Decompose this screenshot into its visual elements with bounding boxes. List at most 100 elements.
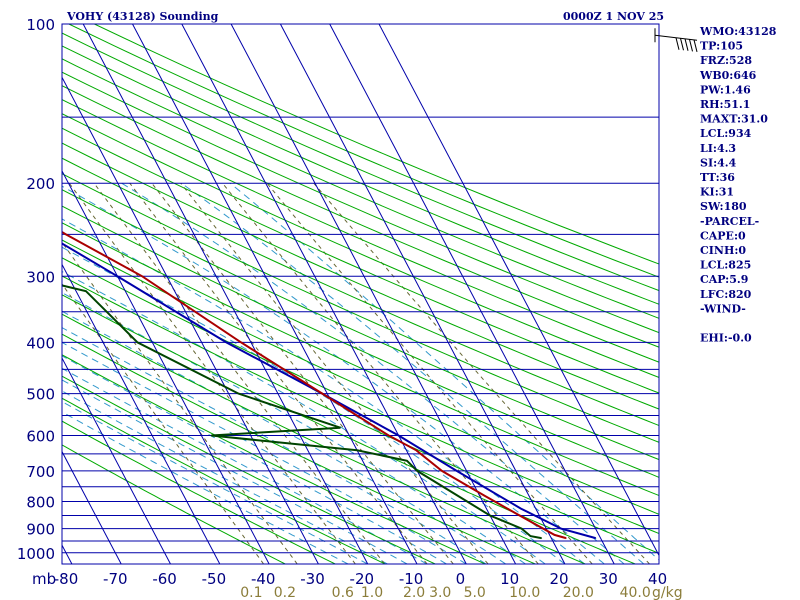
isotherm-line — [132, 24, 418, 564]
wind-barb-flag — [684, 38, 689, 51]
mixing-ratio-line — [93, 182, 386, 564]
mixing-ratio-tick-label: 2.0 — [403, 585, 425, 600]
dry-adiabat-line — [62, 420, 336, 564]
dewpoint-point — [237, 393, 240, 395]
moist-adiabat-line — [62, 390, 388, 564]
dry-adiabat-line — [62, 397, 386, 564]
moist-adiabat-line — [62, 379, 408, 564]
mixing-ratio-tick-label: 40.0 — [620, 585, 651, 600]
isotherm-line — [62, 450, 122, 564]
mixing-ratio-tick-label: 3.0 — [429, 585, 451, 600]
isotherm-line — [378, 24, 659, 557]
mixing-ratio-line — [62, 241, 298, 564]
parcel-point — [595, 537, 597, 539]
index-item: LI:4.3 — [700, 142, 736, 155]
temperature-tick-label: -30 — [300, 570, 325, 588]
mixing-ratio-tick-label: 20.0 — [563, 585, 594, 600]
moist-adiabat-line — [62, 367, 428, 564]
moist-adiabat-line — [62, 292, 526, 564]
temperature-point — [519, 514, 521, 517]
sounding-time: 0000Z 1 NOV 25 — [563, 10, 664, 23]
index-item: WB0:646 — [699, 69, 757, 82]
parcel-point — [116, 275, 119, 277]
temperature-point — [415, 449, 417, 451]
isotherm-line — [329, 24, 615, 564]
mixing-ratio-tick-label: 0.1 — [240, 585, 262, 600]
temperature-point — [65, 233, 67, 235]
dewpoint-point — [136, 341, 139, 343]
index-item: LCL:934 — [700, 127, 752, 140]
dry-adiabat-line — [94, 24, 659, 265]
sounding-profiles — [62, 230, 597, 540]
temperature-tick-label: -50 — [202, 570, 227, 588]
mixing-ratio-tick-label: 10.0 — [509, 585, 540, 600]
moist-adiabat-line — [181, 182, 645, 564]
mixing-ratio-tick-label: 0.2 — [274, 585, 296, 600]
dry-adiabat-line — [62, 313, 586, 564]
index-item: -WIND- — [700, 302, 746, 315]
pressure-tick-label: 400 — [26, 334, 55, 352]
temperature-point — [240, 341, 242, 343]
temperature-tick-label: 10 — [500, 570, 519, 588]
isotherm-line — [62, 356, 171, 564]
mixing-ratio-tick-label: 0.6 — [332, 585, 354, 600]
isotherm-line — [181, 24, 467, 564]
mixing-ratio-tick-labels: 0.1 0.2 0.6 1.0 2.0 3.0 5.0 10.0 20.0 40.0 — [240, 585, 651, 600]
moist-adiabat-line — [62, 411, 349, 564]
dewpoint-point — [85, 290, 87, 292]
pressure-tick-labels: 100 200 300 400 500 600 700 800 900 1000 — [17, 16, 55, 563]
dry-adiabat-line — [62, 173, 659, 443]
dry-adiabat-line — [62, 113, 659, 378]
index-item: LFC:820 — [700, 288, 752, 301]
index-item: SI:4.4 — [700, 156, 737, 169]
index-item: PW:1.46 — [700, 83, 751, 96]
index-item: LCL:825 — [700, 259, 751, 272]
pressure-tick-label: 100 — [26, 16, 55, 34]
pressure-unit-label: mb — [32, 570, 56, 588]
index-item: -PARCEL- — [700, 215, 759, 228]
index-item: EHI:-0.0 — [700, 332, 752, 345]
plot-frame — [61, 23, 660, 565]
dry-adiabat-line — [62, 71, 659, 334]
moist-adiabat-line — [62, 327, 487, 564]
dry-adiabat-line — [62, 127, 659, 394]
mixing-ratio-line — [129, 182, 428, 564]
dry-adiabat-line — [62, 99, 659, 363]
mixing-ratio-line — [151, 182, 454, 564]
mixing-ratio-line — [62, 283, 265, 564]
dry-adiabat-line — [68, 24, 659, 278]
pressure-tick-label: 600 — [26, 428, 55, 446]
dewpoint-point — [339, 427, 341, 429]
isobars — [62, 24, 659, 564]
index-item: CAPE:0 — [700, 229, 746, 242]
temperature-tick-label: 30 — [599, 570, 618, 588]
parcel-point — [225, 341, 227, 343]
dry-adiabat-line — [62, 85, 659, 348]
dry-adiabat-line — [62, 333, 536, 564]
pressure-tick-label: 800 — [26, 494, 55, 512]
temperature-tick-label: 0 — [456, 570, 466, 588]
index-item: KI:31 — [700, 186, 734, 199]
index-item: SW:180 — [700, 200, 747, 213]
dewpoint-point — [521, 528, 523, 530]
pressure-tick-label: 300 — [26, 268, 55, 286]
temperature-tick-label: -70 — [103, 570, 128, 588]
pressure-tick-label: 500 — [26, 386, 55, 404]
temperature-point — [388, 434, 390, 437]
wind-barb — [654, 28, 698, 53]
moist-adiabat-line — [62, 218, 585, 564]
mixing-ratio-unit-label: g/kg — [652, 585, 683, 600]
temperature-point — [141, 275, 143, 277]
parcel-trace-line — [62, 242, 596, 540]
index-item: CINH:0 — [700, 244, 746, 257]
pressure-tick-label: 700 — [26, 463, 55, 481]
index-item: TT:36 — [700, 171, 735, 184]
moist-adiabat-line — [62, 401, 368, 564]
parcel-point — [456, 470, 458, 472]
isotherm-line — [62, 169, 270, 564]
temperature-tick-label: -40 — [251, 570, 276, 588]
temperature-point — [321, 393, 323, 395]
dewpoint-point — [540, 537, 543, 539]
